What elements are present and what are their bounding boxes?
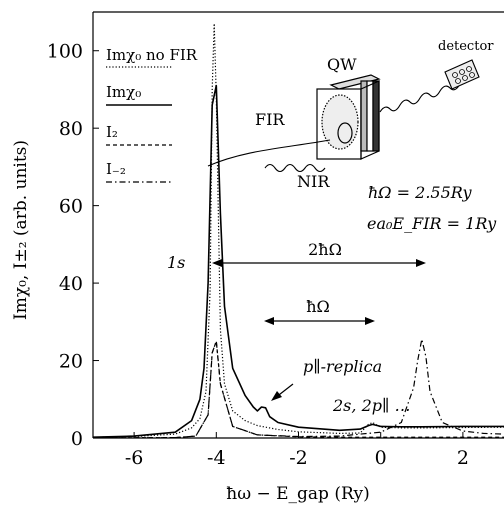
two-omega-arrowhead-right: [416, 259, 426, 267]
two-omega-label: 2ħΩ: [308, 240, 342, 259]
series-line-2: [93, 340, 504, 438]
two-omega-arrowhead-left: [212, 259, 222, 267]
omega-arrowhead-right: [365, 317, 375, 325]
y-tick-label: 100: [47, 41, 83, 63]
inset-schematic: QW FIR NIR detector: [207, 39, 494, 191]
inset-detector-label: detector: [438, 39, 494, 54]
series-line-1: [93, 84, 504, 438]
y-tick-label: 0: [71, 428, 83, 450]
y-tick-label: 80: [59, 118, 83, 140]
omega-arrowhead-left: [264, 317, 274, 325]
quantum-well-sample: [316, 74, 381, 160]
omega-label: ħΩ: [306, 297, 330, 316]
two-s-label: 2s, 2p∥ …: [332, 396, 410, 415]
y-axis-title: Imχ₀, I±₂ (arb. units): [11, 140, 31, 320]
y-tick-label: 40: [59, 273, 83, 295]
x-axis-title: ħω − E_gap (Ry): [226, 484, 369, 504]
series-layer: [93, 23, 504, 438]
annotations: 1s 2ħΩ ħΩ p∥-replica 2s, 2p∥ … ħΩ = 2.55…: [167, 183, 497, 415]
p-replica-label: p∥-replica: [303, 357, 382, 376]
detector-icon: [444, 59, 480, 90]
legend: Imχ₀ no FIR Imχ₀ I₂ I₋₂: [106, 46, 198, 183]
legend-label-i2: I₂: [106, 123, 118, 141]
inset-nir-label: NIR: [297, 172, 330, 191]
fir-beam: [207, 139, 331, 167]
p-replica-arrowhead: [271, 391, 282, 401]
omega-value-label: ħΩ = 2.55Ry: [368, 183, 473, 202]
x-tick-label: -6: [125, 447, 144, 469]
field-value-label: ea₀E_FIR = 1Ry: [367, 214, 497, 233]
y-tick-label: 60: [59, 196, 83, 218]
legend-label-i-minus2: I₋₂: [106, 160, 126, 178]
inset-qw-label: QW: [327, 55, 357, 74]
series-line-3: [93, 338, 504, 438]
x-tick-label: -4: [207, 447, 226, 469]
nir-beam: [264, 163, 326, 173]
peak-1s-label: 1s: [167, 253, 185, 272]
x-tick-label: 2: [457, 447, 469, 469]
x-tick-label: 0: [375, 447, 387, 469]
y-tick-label: 20: [59, 351, 83, 373]
inset-fir-label: FIR: [255, 110, 285, 129]
signal-beam: [379, 78, 471, 113]
legend-label-imchi: Imχ₀: [106, 83, 141, 101]
x-tick-label: -2: [289, 447, 308, 469]
legend-label-no-fir: Imχ₀ no FIR: [106, 46, 198, 64]
